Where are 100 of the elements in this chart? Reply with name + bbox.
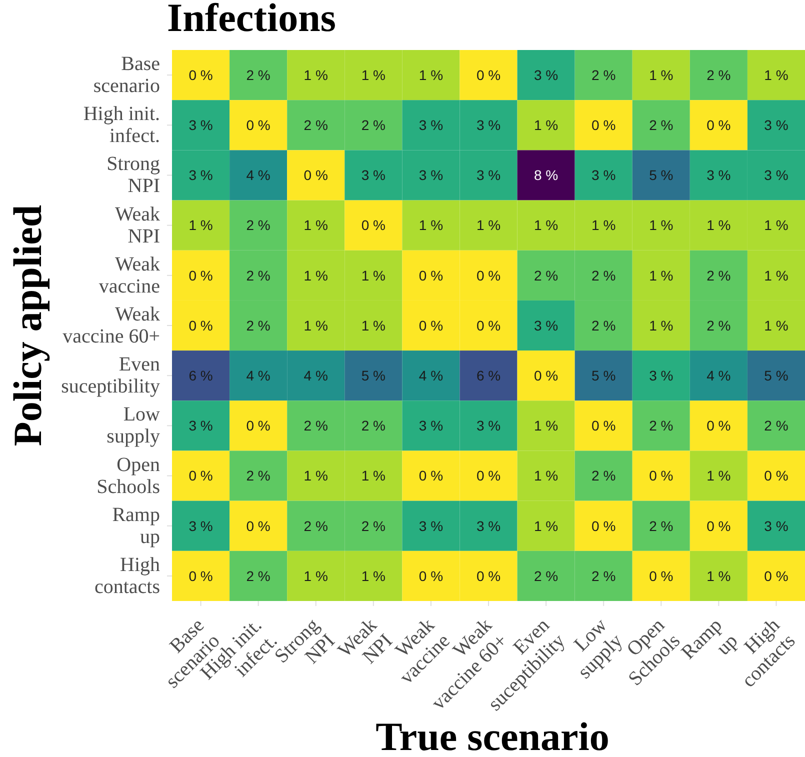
y-tick-label: High contacts <box>94 554 160 598</box>
data-label: 1 % <box>649 66 674 83</box>
data-label: 1 % <box>361 66 386 83</box>
data-label: 1 % <box>592 217 616 234</box>
data-label: 2 % <box>649 418 674 434</box>
data-label: 0 % <box>649 468 674 484</box>
data-label: 3 % <box>418 117 444 134</box>
y-axis-title: Policy applied <box>5 204 50 446</box>
data-label: 2 % <box>706 267 731 284</box>
data-label: 1 % <box>534 418 558 434</box>
data-label: 1 % <box>304 267 328 284</box>
data-label: 2 % <box>304 117 328 134</box>
data-label: 2 % <box>706 317 731 334</box>
data-label: 1 % <box>649 317 674 334</box>
data-label: 1 % <box>764 66 788 83</box>
data-label: 2 % <box>592 568 616 584</box>
data-label: 3 % <box>188 167 213 184</box>
data-label: 1 % <box>476 217 501 234</box>
data-label: 0 % <box>592 518 616 534</box>
data-label: 5 % <box>592 367 616 384</box>
data-label: 2 % <box>246 568 270 584</box>
data-label: 2 % <box>592 317 616 334</box>
data-label: 2 % <box>361 117 386 134</box>
data-label: 3 % <box>476 117 501 134</box>
data-label: 3 % <box>534 66 558 83</box>
data-label: 2 % <box>361 518 386 534</box>
data-label: 0 % <box>361 217 386 234</box>
data-label: 2 % <box>764 418 788 434</box>
y-tick-label: Open Schools <box>96 454 160 498</box>
data-label: 1 % <box>304 217 328 234</box>
data-label: 1 % <box>706 468 731 484</box>
data-label: 0 % <box>188 317 213 334</box>
data-label: 1 % <box>361 468 386 484</box>
data-label: 0 % <box>534 367 558 384</box>
data-label: 2 % <box>246 217 270 234</box>
data-label: 0 % <box>476 468 501 484</box>
data-label: 4 % <box>418 367 444 384</box>
data-label: 3 % <box>418 418 444 434</box>
data-label: 0 % <box>764 468 788 484</box>
data-label: 0 % <box>304 167 328 184</box>
data-label: 0 % <box>706 418 731 434</box>
data-label: 1 % <box>418 66 444 83</box>
data-label: 1 % <box>649 217 674 234</box>
data-label: 1 % <box>534 468 558 484</box>
data-label: 3 % <box>764 518 788 534</box>
data-label: 0 % <box>706 518 731 534</box>
data-label: 1 % <box>534 217 558 234</box>
y-tick-label: High init. infect. <box>83 103 160 148</box>
data-label: 1 % <box>304 317 328 334</box>
data-label: 5 % <box>764 367 788 384</box>
data-label: 0 % <box>649 568 674 584</box>
data-label: 1 % <box>361 267 386 284</box>
data-label: 2 % <box>246 66 270 83</box>
data-label: 1 % <box>304 468 328 484</box>
y-tick-label: Weak NPI <box>114 203 160 248</box>
data-label: 3 % <box>592 167 616 184</box>
y-tick-label: Weak vaccine <box>98 253 160 298</box>
data-label: 2 % <box>246 317 270 334</box>
data-label: 8 % <box>534 167 558 184</box>
data-label: 3 % <box>188 418 213 434</box>
data-label: 3 % <box>649 367 674 384</box>
data-label: 2 % <box>534 267 558 284</box>
data-label: 0 % <box>246 117 270 134</box>
data-label: 3 % <box>188 117 213 134</box>
data-label: 3 % <box>418 167 444 184</box>
data-label: 2 % <box>592 468 616 484</box>
data-label: 1 % <box>304 66 328 83</box>
data-label: 2 % <box>534 568 558 584</box>
data-label: 5 % <box>649 167 674 184</box>
data-label: 1 % <box>534 518 558 534</box>
data-label: 2 % <box>361 418 386 434</box>
data-label: 4 % <box>246 367 270 384</box>
data-label: 1 % <box>764 217 788 234</box>
data-label: 0 % <box>188 267 213 284</box>
data-label: 6 % <box>188 367 213 384</box>
data-label: 3 % <box>764 167 788 184</box>
data-label: 5 % <box>361 367 386 384</box>
data-label: 0 % <box>418 468 444 484</box>
data-label: 0 % <box>706 117 731 134</box>
data-label: 3 % <box>418 518 444 534</box>
data-label: 4 % <box>706 367 731 384</box>
data-label: 0 % <box>188 568 213 584</box>
data-label: 1 % <box>361 568 386 584</box>
data-label: 1 % <box>418 217 444 234</box>
data-label: 0 % <box>418 267 444 284</box>
data-label: 0 % <box>418 568 444 584</box>
data-label: 1 % <box>764 267 788 284</box>
data-label: 1 % <box>304 568 328 584</box>
data-label: 1 % <box>649 267 674 284</box>
data-label: 1 % <box>706 568 731 584</box>
y-tick-label: Ramp up <box>112 504 160 548</box>
data-label: 2 % <box>246 267 270 284</box>
data-label: 1 % <box>188 217 213 234</box>
data-label: 2 % <box>304 418 328 434</box>
data-label: 2 % <box>246 468 270 484</box>
y-tick-label: Weak vaccine 60+ <box>62 304 160 348</box>
data-label: 2 % <box>592 267 616 284</box>
data-label: 0 % <box>764 568 788 584</box>
data-label: 0 % <box>418 317 444 334</box>
data-label: 0 % <box>246 418 270 434</box>
